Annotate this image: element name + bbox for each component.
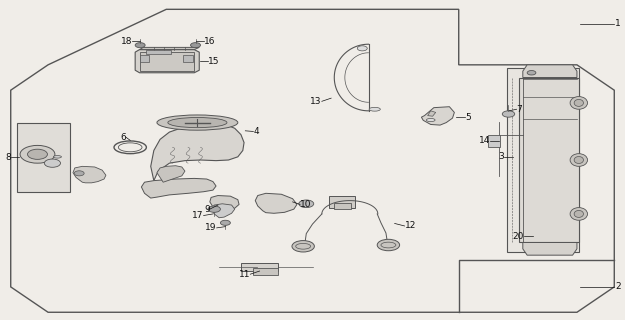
Polygon shape [255, 193, 297, 213]
Text: 5: 5 [465, 113, 471, 122]
Circle shape [191, 43, 201, 48]
Circle shape [28, 149, 48, 159]
Ellipse shape [574, 100, 584, 106]
Bar [519, 77, 579, 243]
Bar [488, 135, 501, 147]
Circle shape [503, 111, 515, 117]
Ellipse shape [570, 97, 588, 109]
Ellipse shape [570, 154, 588, 166]
Circle shape [299, 200, 314, 208]
Polygon shape [11, 9, 614, 312]
Text: 12: 12 [404, 221, 416, 230]
Circle shape [292, 241, 314, 252]
Polygon shape [139, 47, 199, 50]
Text: 8: 8 [5, 153, 11, 162]
Ellipse shape [369, 107, 381, 111]
Text: 18: 18 [121, 36, 132, 45]
Circle shape [357, 46, 367, 51]
Circle shape [44, 159, 61, 167]
Ellipse shape [574, 211, 584, 217]
Bar [18, 124, 70, 192]
Ellipse shape [168, 117, 227, 128]
Circle shape [208, 206, 221, 212]
Circle shape [135, 43, 145, 48]
Bar [146, 50, 171, 54]
Text: 20: 20 [512, 232, 524, 241]
Text: 15: 15 [208, 57, 219, 66]
Ellipse shape [570, 208, 588, 220]
Text: 2: 2 [615, 282, 621, 292]
Text: 7: 7 [517, 105, 522, 114]
Text: 16: 16 [204, 36, 215, 45]
Polygon shape [421, 107, 454, 125]
Polygon shape [212, 204, 235, 218]
Polygon shape [151, 123, 244, 180]
Text: 13: 13 [311, 97, 322, 106]
Polygon shape [428, 111, 436, 116]
Circle shape [20, 145, 55, 163]
Text: 9: 9 [204, 205, 210, 214]
Ellipse shape [426, 118, 435, 122]
Bar [329, 196, 356, 208]
Polygon shape [522, 65, 577, 77]
Polygon shape [210, 196, 239, 211]
Circle shape [527, 70, 536, 75]
Text: 1: 1 [615, 19, 621, 28]
Circle shape [74, 171, 84, 176]
Text: 4: 4 [253, 127, 259, 136]
Polygon shape [522, 243, 577, 255]
Polygon shape [73, 166, 106, 183]
Polygon shape [157, 166, 185, 182]
Bar [334, 203, 351, 209]
Text: 11: 11 [239, 270, 250, 279]
Text: 3: 3 [498, 152, 504, 161]
Bar [507, 68, 579, 252]
Polygon shape [141, 178, 216, 198]
Text: 14: 14 [479, 136, 491, 146]
Text: 10: 10 [300, 200, 311, 209]
Ellipse shape [157, 115, 238, 130]
Bar [241, 263, 278, 271]
Ellipse shape [53, 156, 61, 158]
Circle shape [221, 220, 231, 225]
Text: 19: 19 [205, 223, 217, 232]
Text: 17: 17 [192, 211, 204, 220]
Bar [139, 55, 149, 62]
Text: 6: 6 [120, 133, 126, 142]
Polygon shape [135, 50, 199, 73]
Bar [139, 52, 194, 70]
Bar [253, 268, 278, 275]
Bar [183, 55, 193, 62]
Circle shape [378, 239, 399, 251]
Ellipse shape [574, 156, 584, 164]
